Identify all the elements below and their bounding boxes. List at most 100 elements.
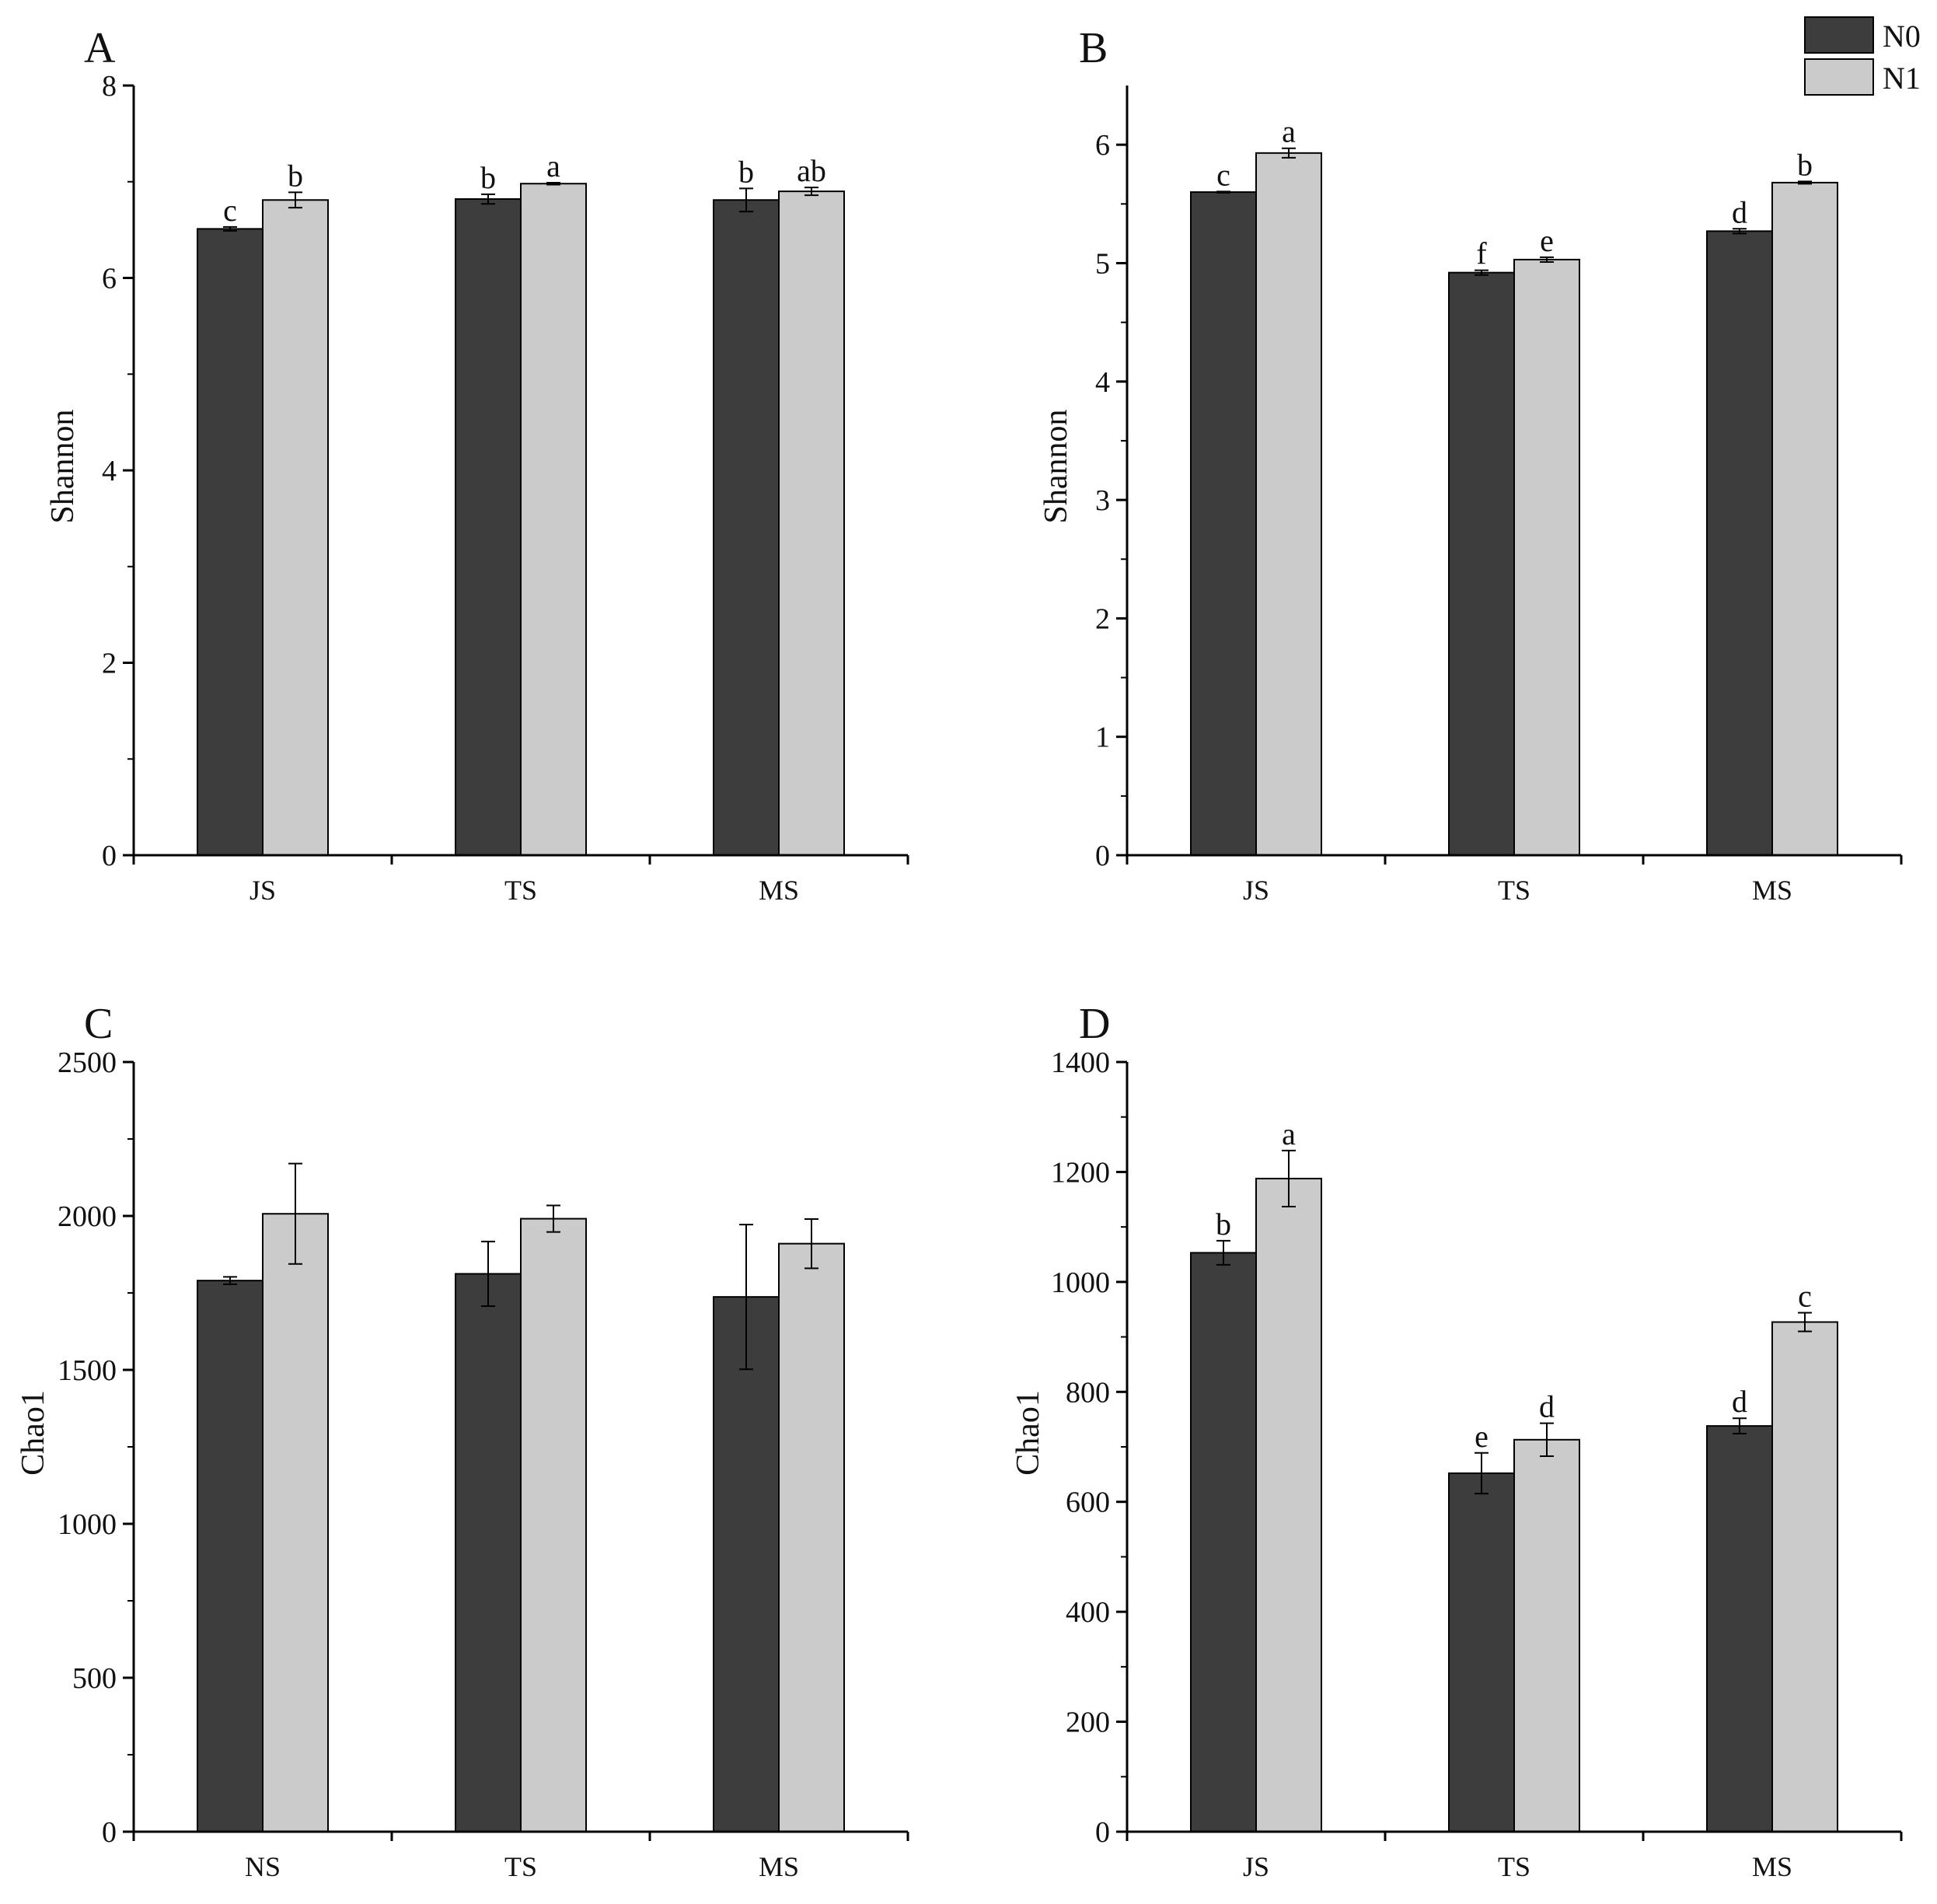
x-category-label-ms: MS xyxy=(1752,875,1792,906)
y-axis-title-c: Chao1 xyxy=(16,1390,51,1476)
bar-n0-ms xyxy=(1707,231,1772,855)
y-tick-label: 8 xyxy=(102,70,117,103)
significance-label: e xyxy=(1540,223,1554,258)
y-tick-label: 200 xyxy=(1066,1707,1110,1739)
y-axis-title-d: Chao1 xyxy=(1010,1390,1046,1476)
y-tick-label: 1 xyxy=(1095,721,1110,754)
x-category-label-js: JS xyxy=(1243,875,1269,906)
y-tick-label: 1500 xyxy=(58,1354,117,1387)
bar-n1-ms xyxy=(779,1244,844,1832)
y-tick-label: 0 xyxy=(102,1816,117,1849)
x-category-label-js: JS xyxy=(1243,1851,1269,1882)
legend-label-n0: N0 xyxy=(1883,19,1921,54)
bar-n0-js xyxy=(1191,192,1256,855)
significance-label: d xyxy=(1539,1389,1555,1424)
x-category-label-ms: MS xyxy=(1752,1851,1792,1882)
significance-label: e xyxy=(1475,1419,1489,1454)
bar-n0-ts xyxy=(1449,273,1514,855)
bar-n0-ts xyxy=(455,199,521,855)
significance-label: b xyxy=(738,154,754,189)
y-tick-label: 1000 xyxy=(58,1508,117,1541)
bar-n1-js xyxy=(1256,153,1321,855)
panel-letter-a: A xyxy=(84,24,116,72)
x-category-label-ms: MS xyxy=(759,875,799,906)
bar-n1-ts xyxy=(1514,1440,1579,1832)
y-tick-label: 6 xyxy=(102,263,117,295)
significance-label: c xyxy=(1216,157,1230,192)
bar-n1-ms xyxy=(1772,1322,1838,1832)
significance-label: b xyxy=(480,160,496,195)
bar-n1-js xyxy=(263,200,328,855)
bar-n0-ts xyxy=(455,1273,521,1832)
y-tick-label: 6 xyxy=(1095,129,1110,162)
y-tick-label: 4 xyxy=(1095,366,1110,399)
legend: N0 N1 xyxy=(1805,17,1921,96)
significance-label: a xyxy=(1282,1116,1296,1151)
y-tick-label: 400 xyxy=(1066,1596,1110,1629)
significance-label: d xyxy=(1732,194,1747,229)
x-category-label-js: JS xyxy=(250,875,276,906)
y-tick-label: 2 xyxy=(102,648,117,680)
bar-n1-ts xyxy=(521,183,586,855)
figure: A Shannon cb bb a ab02468JS TS MS B Shannon c… xyxy=(0,0,1937,1904)
legend-swatch-n0 xyxy=(1805,17,1873,53)
significance-label: d xyxy=(1732,1384,1747,1419)
y-tick-label: 2500 xyxy=(58,1046,117,1079)
plot-area-b: c f d a e b 0 1 2 3 4 5 6 JS TS MS xyxy=(1095,86,1901,906)
y-tick-label: 1400 xyxy=(1051,1046,1110,1079)
significance-label: c xyxy=(223,193,237,228)
y-tick-label: 800 xyxy=(1066,1376,1110,1409)
bar-n1-ts xyxy=(521,1219,586,1832)
significance-label: ab xyxy=(797,153,826,188)
y-tick-label: 0 xyxy=(1095,1816,1110,1849)
plot-area-d: b e d a d c 0 200 400 600 800 1000 1200 1400 JS TS MS xyxy=(1051,1046,1901,1882)
panel-letter-d: D xyxy=(1079,1000,1110,1048)
bar-n1-ns xyxy=(263,1214,328,1832)
y-tick-label: 1000 xyxy=(1051,1266,1110,1299)
y-axis-title-a: Shannon xyxy=(45,410,81,524)
y-tick-label: 0 xyxy=(102,840,117,872)
bar-n1-js xyxy=(1256,1179,1321,1832)
significance-label: c xyxy=(1798,1278,1812,1313)
panel-b: B Shannon c f d a e b 0 1 2 3 4 5 6 JS TS MS xyxy=(1038,24,1901,906)
significance-label: a xyxy=(546,148,560,183)
bar-n0-js xyxy=(197,229,263,855)
y-tick-label: 500 xyxy=(72,1662,117,1695)
panel-a: A Shannon c b b b a ab 0 2 4 6 8 JS TS MS xyxy=(45,24,908,906)
bar-n0-ns xyxy=(197,1280,263,1832)
x-category-label-ts: TS xyxy=(504,1851,537,1882)
y-tick-label: 2 xyxy=(1095,603,1110,635)
bar-n0-js xyxy=(1191,1252,1256,1832)
x-category-label-ns: NS xyxy=(245,1851,281,1882)
plot-area-a: c b b b a ab 0 2 4 6 8 JS TS MS xyxy=(102,70,908,906)
significance-label: a xyxy=(1282,114,1296,149)
significance-label: f xyxy=(1476,236,1487,271)
legend-swatch-n1 xyxy=(1805,59,1873,95)
significance-label: b xyxy=(1216,1207,1231,1242)
bar-n0-ms xyxy=(714,200,779,855)
y-tick-label: 1200 xyxy=(1051,1156,1110,1189)
panel-d: D Chao1 b e d a d c 0 200 400 600 800 1000 1200 1400 J… xyxy=(1010,1000,1901,1882)
legend-label-n1: N1 xyxy=(1883,61,1921,96)
y-axis-title-b: Shannon xyxy=(1038,410,1074,524)
bar-n1-ms xyxy=(1772,183,1838,855)
panel-c: C Chao1 0 500 1000 1500 2000 2500 NS TS MS xyxy=(16,1000,908,1882)
bar-n0-ts xyxy=(1449,1473,1514,1832)
bar-n0-ms xyxy=(1707,1426,1772,1832)
bar-n0-ms xyxy=(714,1297,779,1832)
x-category-label-ts: TS xyxy=(1498,875,1530,906)
y-tick-label: 2000 xyxy=(58,1200,117,1233)
y-tick-label: 600 xyxy=(1066,1487,1110,1519)
significance-label: b xyxy=(288,158,303,193)
panel-letter-b: B xyxy=(1079,24,1108,72)
significance-label: b xyxy=(1797,147,1813,182)
bar-n1-ms xyxy=(779,191,844,855)
y-tick-label: 5 xyxy=(1095,247,1110,280)
panel-letter-c: C xyxy=(84,1000,113,1048)
x-category-label-ts: TS xyxy=(1498,1851,1530,1882)
y-tick-label: 4 xyxy=(102,455,117,487)
x-category-label-ts: TS xyxy=(504,875,537,906)
y-tick-label: 3 xyxy=(1095,484,1110,517)
plot-area-c: 0 500 1000 1500 2000 2500 NS TS MS xyxy=(58,1046,908,1882)
y-tick-label: 0 xyxy=(1095,840,1110,872)
